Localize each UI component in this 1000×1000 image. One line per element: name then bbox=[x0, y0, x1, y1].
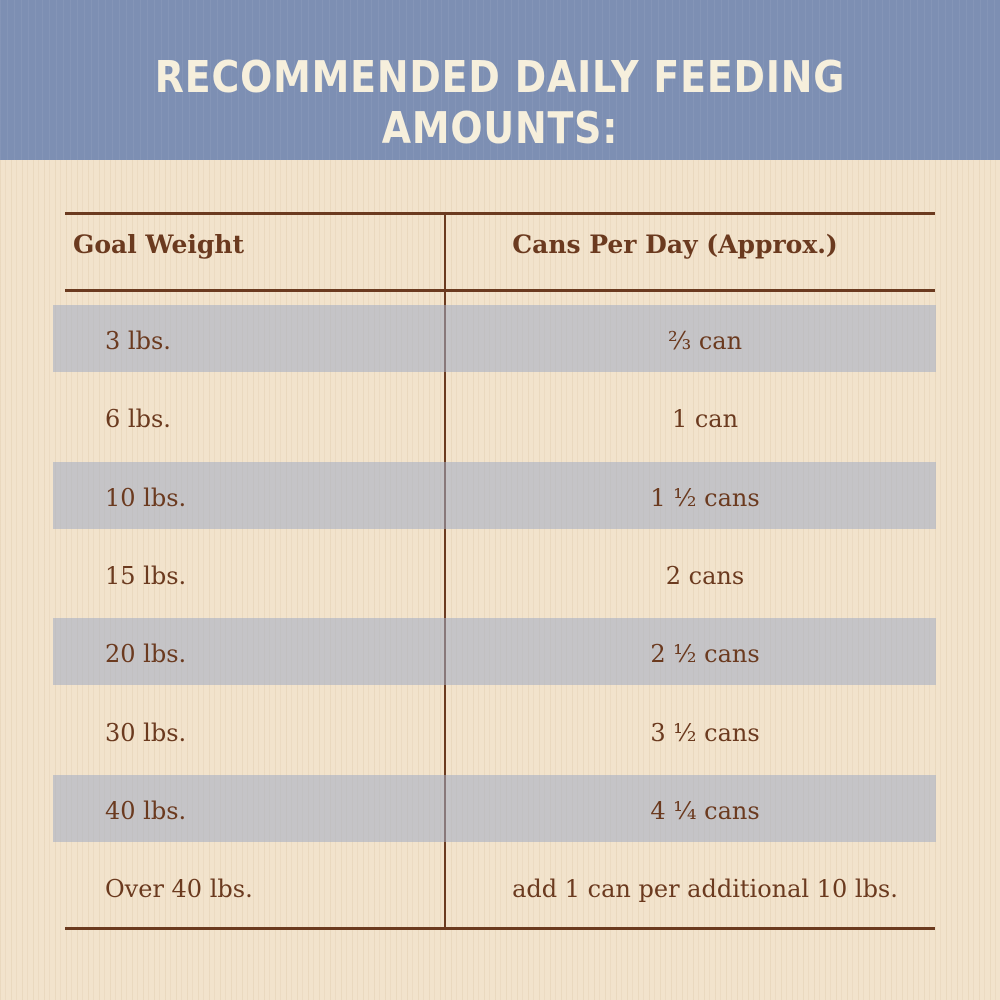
weight-cell: Over 40 lbs. bbox=[105, 875, 253, 904]
weight-cell: 15 lbs. bbox=[105, 561, 187, 590]
weight-cell: 20 lbs. bbox=[105, 640, 187, 669]
table-rule bbox=[65, 927, 935, 930]
table-rule bbox=[65, 289, 935, 292]
row-stripe bbox=[53, 774, 936, 842]
cans-cell: 1 ½ cans bbox=[650, 483, 760, 512]
row-stripe bbox=[53, 618, 936, 686]
row-stripe bbox=[53, 461, 936, 529]
table-rule bbox=[65, 212, 935, 215]
weight-cell: 6 lbs. bbox=[105, 405, 171, 434]
weight-cell: 30 lbs. bbox=[105, 718, 187, 747]
weight-cell: 3 lbs. bbox=[105, 327, 171, 355]
row-stripe bbox=[53, 305, 936, 372]
column-header: Goal Weight bbox=[73, 230, 245, 259]
column-header: Cans Per Day (Approx.) bbox=[512, 230, 838, 259]
cans-cell: 1 can bbox=[671, 405, 739, 434]
cans-cell: 4 ¼ cans bbox=[650, 796, 760, 825]
weight-cell: 10 lbs. bbox=[105, 483, 187, 512]
cans-cell: add 1 can per additional 10 lbs. bbox=[512, 875, 898, 904]
cans-cell: 2 cans bbox=[665, 561, 745, 590]
cans-cell: ⅔ can bbox=[667, 327, 743, 355]
banner bbox=[0, 0, 1000, 160]
column-rule bbox=[444, 215, 446, 927]
cans-cell: 3 ½ cans bbox=[650, 718, 760, 747]
weight-cell: 40 lbs. bbox=[105, 796, 187, 825]
cans-cell: 2 ½ cans bbox=[650, 640, 760, 669]
title: RECOMMENDED DAILY FEEDING AMOUNTS: bbox=[154, 52, 846, 154]
